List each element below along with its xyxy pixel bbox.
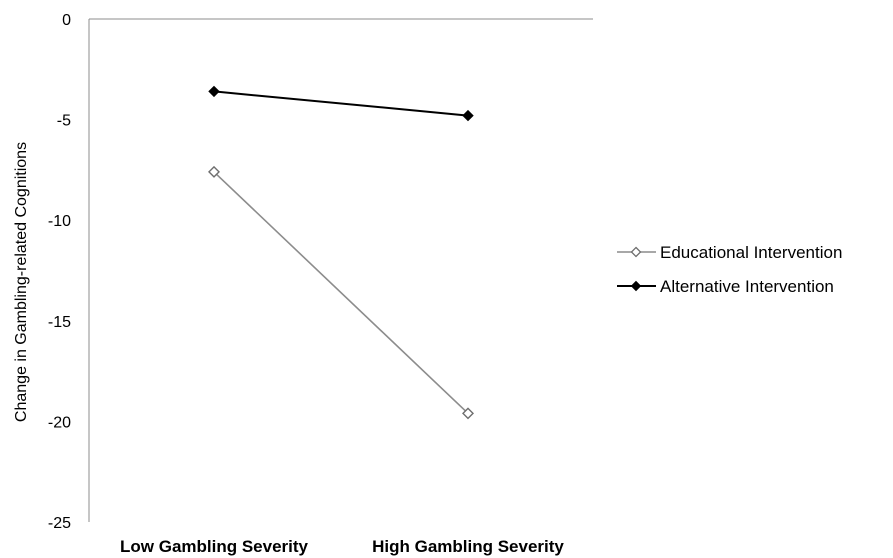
- y-axis-ticks: 0 -5 -10 -15 -20 -25: [48, 12, 71, 532]
- series-line: [213, 171, 469, 414]
- series-line: [213, 90, 469, 117]
- data-point-marker: [208, 165, 220, 178]
- data-point-marker: [208, 85, 220, 98]
- x-category-label: Low Gambling Severity: [120, 537, 309, 556]
- y-tick-label: -25: [48, 515, 71, 532]
- axes: [88, 18, 593, 522]
- data-point-marker: [462, 109, 474, 122]
- x-category-label: High Gambling Severity: [372, 537, 564, 556]
- y-tick-label: -5: [57, 113, 71, 130]
- legend: Educational Intervention Alternative Inte…: [617, 243, 842, 296]
- legend-marker: [630, 246, 642, 258]
- y-tick-label: -10: [48, 213, 71, 230]
- y-tick-label: 0: [62, 12, 71, 29]
- y-tick-label: -20: [48, 414, 71, 431]
- legend-label: Educational Intervention: [660, 243, 842, 262]
- y-axis-title: Change in Gambling-related Cognitions: [13, 142, 30, 422]
- series-layer: [208, 85, 474, 420]
- legend-marker: [630, 280, 642, 292]
- x-axis-categories: Low Gambling Severity High Gambling Sever…: [120, 537, 564, 556]
- legend-label: Alternative Intervention: [660, 277, 834, 296]
- data-point-marker: [462, 407, 474, 420]
- y-tick-label: -15: [48, 314, 71, 331]
